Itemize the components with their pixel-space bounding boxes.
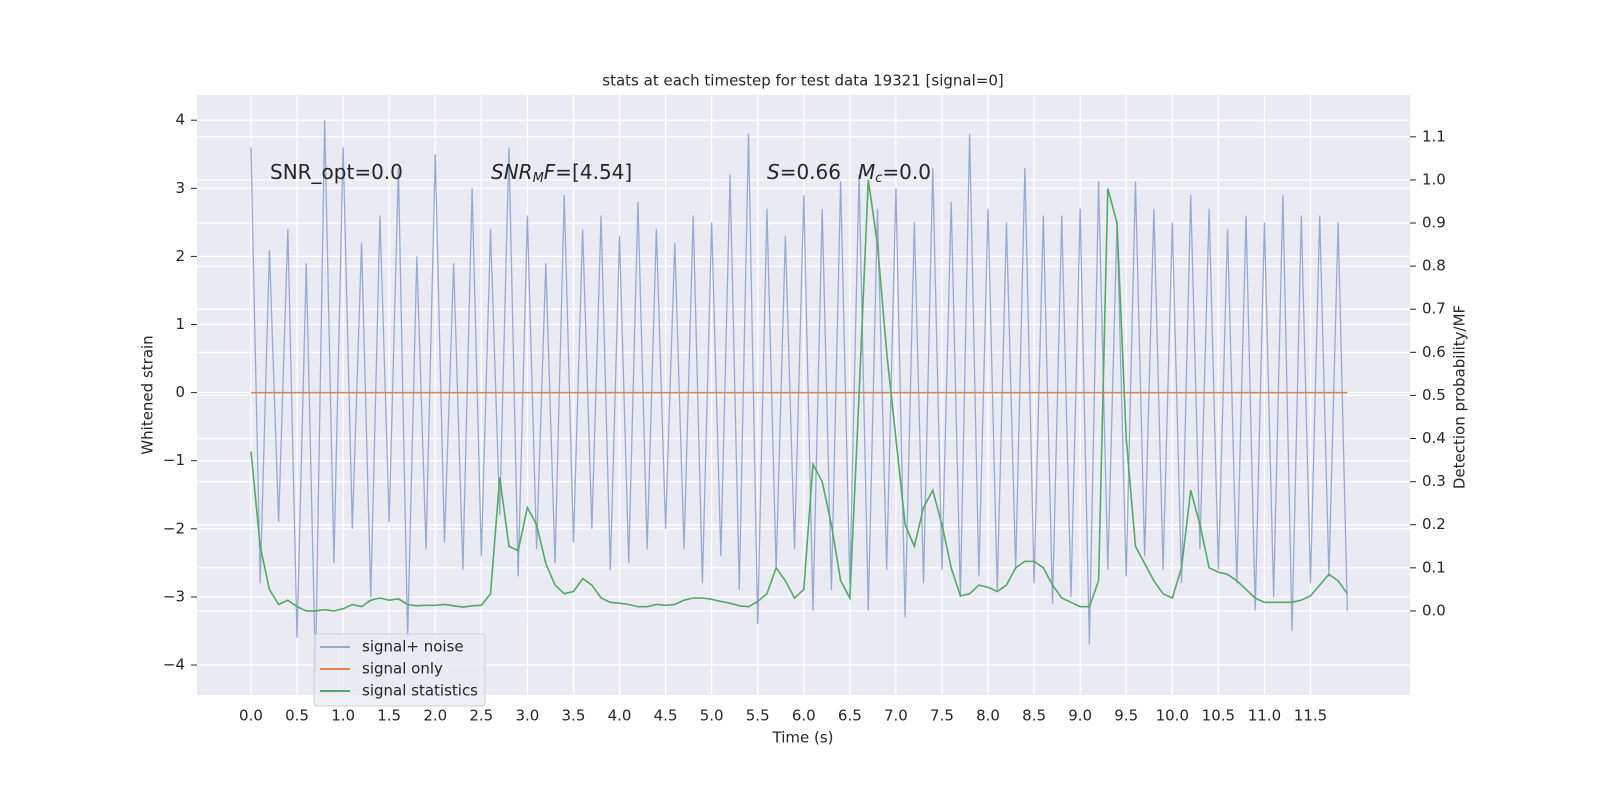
annotation-subscript: c (875, 171, 882, 186)
y-tick-label: −3 (163, 587, 185, 605)
y2-tick-label: 0.6 (1422, 343, 1446, 361)
x-tick-label: 10.5 (1202, 707, 1235, 725)
legend-label: signal statistics (362, 682, 478, 700)
x-tick-label: 4.5 (654, 707, 678, 725)
annotation-text: =[4.54] (555, 160, 632, 184)
x-tick-label: 5.0 (700, 707, 724, 725)
annotation: SNRMF=[4.54] (491, 160, 632, 186)
x-tick-label: 8.0 (976, 707, 1000, 725)
legend-box (313, 633, 486, 707)
annotation-text: SNR_opt=0.0 (270, 160, 403, 184)
annotation-text: M (858, 160, 875, 184)
x-tick-label: 5.5 (746, 707, 770, 725)
x-tick-label: 1.5 (377, 707, 401, 725)
annotation-text: =0.0 (882, 160, 931, 184)
legend-label: signal+ noise (362, 638, 464, 656)
y-tick-label: 4 (175, 111, 185, 129)
y-axis-label: Whitened strain (139, 335, 157, 454)
x-tick-label: 11.5 (1294, 707, 1327, 725)
marks (250, 120, 1349, 672)
x-tick-label: 8.5 (1022, 707, 1046, 725)
y-tick-label: −1 (163, 451, 185, 469)
y2-tick-label: 0.5 (1422, 386, 1446, 404)
annotation-text: SNR (491, 160, 533, 184)
chart-title: stats at each timestep for test data 193… (602, 72, 1003, 90)
y2-tick-label: 0.2 (1422, 515, 1446, 533)
x-tick-label: 11.0 (1248, 707, 1281, 725)
y2-tick-label: 1.0 (1422, 170, 1446, 188)
annotation-text: S (767, 160, 780, 184)
x-tick-label: 6.5 (838, 707, 862, 725)
annotation-text: F (544, 160, 556, 184)
y-tick-label: −4 (163, 656, 185, 674)
y2-tick-label: 1.1 (1422, 127, 1446, 145)
x-tick-label: 2.5 (469, 707, 493, 725)
series-line (250, 120, 1348, 672)
x-tick-label: 4.0 (608, 707, 632, 725)
y-tick-label: 0 (175, 383, 185, 401)
y2-tick-label: 0.9 (1422, 214, 1446, 232)
x-tick-label: 7.5 (930, 707, 954, 725)
annotation-text: =0.66 (780, 160, 841, 184)
y-tick-label: 1 (175, 315, 185, 333)
series-line (250, 179, 1349, 612)
x-tick-label: 2.0 (423, 707, 447, 725)
x-tick-label: 9.5 (1114, 707, 1138, 725)
annotation: SNR_opt=0.0 (270, 160, 403, 184)
x-tick-label: 0.5 (285, 707, 309, 725)
annotation: S=0.66 (767, 160, 841, 184)
x-tick-label: 3.5 (562, 707, 586, 725)
x-tick-label: 6.0 (792, 707, 816, 725)
x-tick-label: 0.0 (239, 707, 263, 725)
y2-tick-label: 0.3 (1422, 472, 1446, 490)
x-tick-label: 7.0 (884, 707, 908, 725)
annotation: Mc=0.0 (858, 160, 931, 186)
legend-label: signal only (362, 660, 443, 678)
x-tick-label: 3.0 (515, 707, 539, 725)
y2-tick-label: 0.0 (1422, 601, 1446, 619)
legend: signal+ noise signal only signal statistic… (313, 633, 486, 707)
y2-tick-label: 0.8 (1422, 257, 1446, 275)
x-tick-label: 10.0 (1156, 707, 1189, 725)
y2-tick-label: 0.1 (1422, 558, 1446, 576)
y2-tick-label: 0.4 (1422, 429, 1446, 447)
y-tick-label: 3 (175, 179, 185, 197)
y-tick-label: −2 (163, 519, 185, 537)
y2-axis-label: Detection probability/MF (1451, 305, 1469, 489)
y2-tick-label: 0.7 (1422, 300, 1446, 318)
y-tick-label: 2 (175, 247, 185, 265)
x-tick-label: 1.0 (331, 707, 355, 725)
x-tick-label: 9.0 (1068, 707, 1092, 725)
annotation-subscript: M (533, 171, 544, 186)
x-axis-label: Time (s) (772, 729, 834, 747)
